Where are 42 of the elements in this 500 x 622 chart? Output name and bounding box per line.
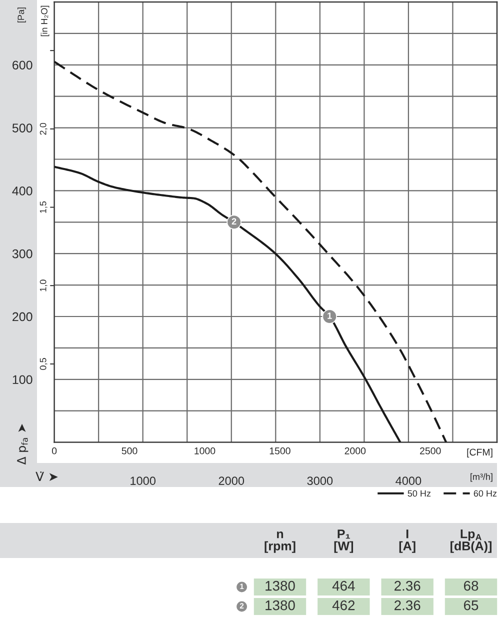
y2-tick-label: 1,0 xyxy=(40,280,48,292)
y2-tick-label: 2,0 xyxy=(40,122,48,135)
data-label: 68 xyxy=(464,580,478,591)
legend-label: 50 Hz xyxy=(408,490,431,497)
x-tick-label: 1500 xyxy=(270,447,290,454)
y-tick-label: 500 xyxy=(12,124,32,132)
data-label: 1380 xyxy=(266,600,295,610)
y-tick-label: 600 xyxy=(12,60,32,70)
x2-tick-label: 4000 xyxy=(396,476,422,485)
data-label: 462 xyxy=(332,600,355,610)
legend-label: 60 Hz xyxy=(474,490,497,497)
category-label: I [A] xyxy=(399,530,416,553)
data-label: 65 xyxy=(464,600,478,610)
category-label: n [rpm] xyxy=(264,531,296,553)
x-tick-label: 0 xyxy=(52,447,57,454)
text: Δ p$_{fa}$ ➤ xyxy=(17,424,28,465)
x-tick-label: 500 xyxy=(122,447,138,454)
y2-axis-title: [in H₂O] xyxy=(40,6,50,36)
y-axis-title: [Pa] xyxy=(17,8,26,22)
x2-tick-label: 1000 xyxy=(130,476,156,485)
annotation: 1 xyxy=(328,312,332,319)
x2-tick-label: 3000 xyxy=(307,476,333,485)
category-label: Lp$_{A}$ [dB(A)] xyxy=(450,530,492,553)
y-tick-label: 300 xyxy=(12,249,32,258)
data-label: 1380 xyxy=(266,580,295,591)
annotation: 2 xyxy=(232,218,236,224)
y-tick-label: 200 xyxy=(12,312,32,322)
x-tick-label: 2000 xyxy=(344,447,366,454)
x-axis-title: [CFM] xyxy=(467,448,492,458)
y-tick-label: 400 xyxy=(12,186,32,196)
x2-tick-label: 2000 xyxy=(218,476,244,485)
x-tick-label: 2500 xyxy=(420,447,441,454)
text: V̇ ➤ xyxy=(36,471,58,481)
y2-tick-label: 0,5 xyxy=(40,358,48,370)
data-label: 2.36 xyxy=(394,600,420,610)
y2-tick-label: 1,5 xyxy=(40,201,48,213)
category-label: P₁ [W] xyxy=(334,530,354,553)
x2-axis-title: [m³/h] xyxy=(470,473,492,482)
x-tick-label: 1000 xyxy=(194,447,216,454)
data-label: 2.36 xyxy=(394,580,420,591)
data-label: 464 xyxy=(332,580,355,591)
y-tick-label: 100 xyxy=(12,375,32,384)
